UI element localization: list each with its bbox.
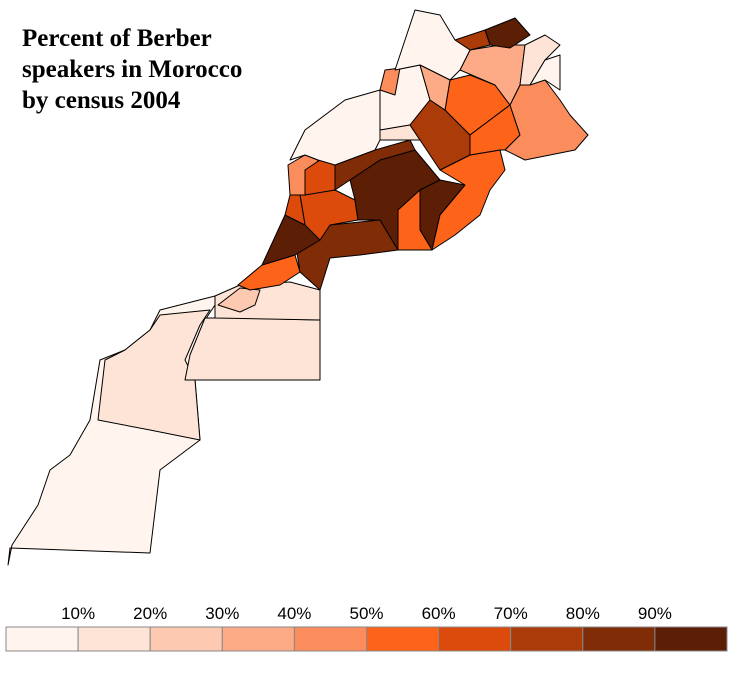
legend-label: 10%: [61, 604, 95, 623]
legend-label: 60%: [422, 604, 456, 623]
region: [289, 89, 381, 166]
legend-label: 50%: [349, 604, 383, 623]
legend-swatch: [438, 626, 512, 652]
region: [217, 287, 261, 313]
legend-label: 30%: [205, 604, 239, 623]
region: [397, 189, 433, 251]
legend-swatch: [582, 626, 656, 652]
legend: 10% 20% 30% 40% 50% 60% 70% 80% 90%: [5, 604, 728, 652]
legend-swatch: [221, 626, 295, 652]
title-line: speakers in Morocco: [22, 56, 242, 83]
legend-swatch: [293, 626, 367, 652]
title-line: Percent of Berber: [22, 25, 212, 52]
region: [419, 64, 451, 111]
region: [484, 17, 531, 49]
legend-swatch: [77, 626, 151, 652]
legend-label: 90%: [638, 604, 672, 623]
region: [379, 124, 421, 141]
map: [7, 9, 589, 566]
region: [184, 317, 321, 381]
legend-label: 80%: [566, 604, 600, 623]
legend-label: 40%: [277, 604, 311, 623]
legend-swatch: [654, 626, 728, 652]
legend-swatch: [510, 626, 584, 652]
legend-swatch: [149, 626, 223, 652]
legend-swatch: [366, 626, 440, 652]
title-line: by census 2004: [22, 87, 181, 114]
region: [529, 54, 561, 91]
legend-label: 20%: [133, 604, 167, 623]
legend-label: 70%: [494, 604, 528, 623]
region: [334, 139, 416, 191]
legend-swatch: [5, 626, 79, 652]
region: [504, 79, 589, 161]
